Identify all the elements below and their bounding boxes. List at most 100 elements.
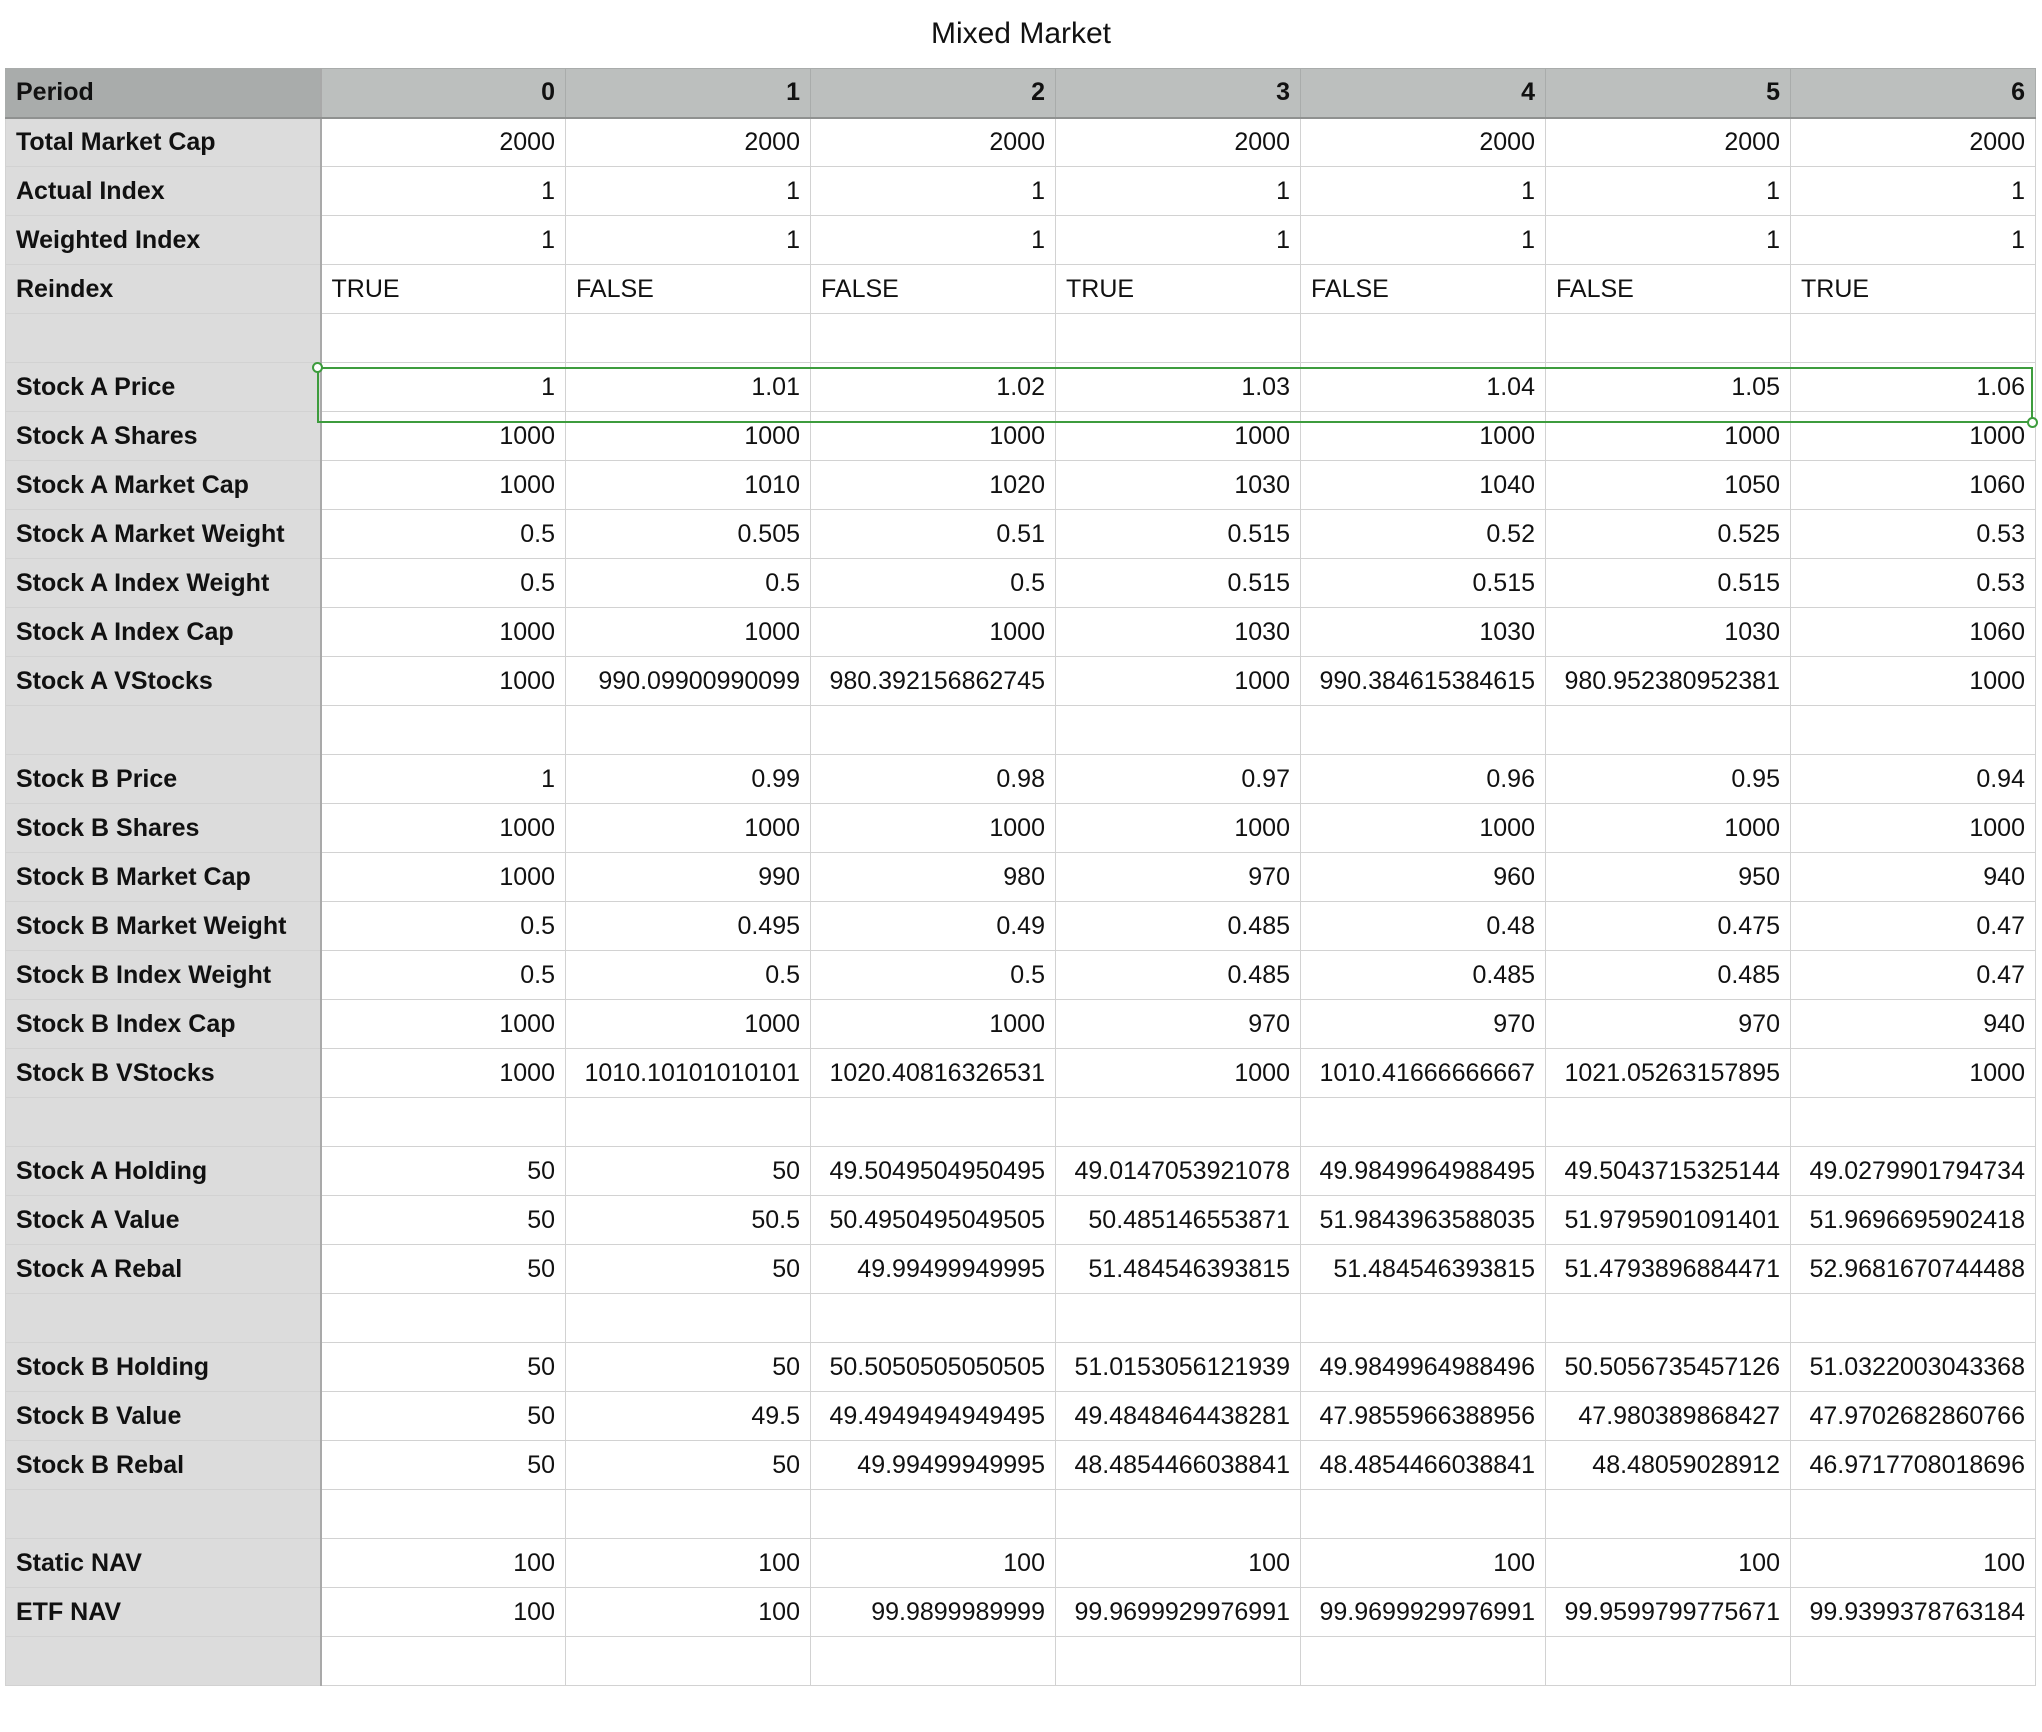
data-cell[interactable]: 1000 (1790, 411, 2036, 461)
data-cell[interactable]: 1000 (810, 607, 1056, 657)
data-cell[interactable]: 990 (565, 852, 811, 902)
data-cell[interactable]: 1 (565, 215, 811, 265)
row-label-cell[interactable]: Stock B Market Weight (5, 901, 322, 951)
data-cell[interactable]: 0.5 (565, 558, 811, 608)
data-cell[interactable]: 0.48 (1300, 901, 1546, 951)
data-cell[interactable] (1790, 1636, 2036, 1686)
data-cell[interactable]: 0.99 (565, 754, 811, 804)
data-cell[interactable] (1055, 1293, 1301, 1343)
data-cell[interactable]: 0.5 (320, 558, 566, 608)
data-cell[interactable]: 1000 (320, 607, 566, 657)
row-label-cell[interactable]: Stock A Index Cap (5, 607, 322, 657)
data-cell[interactable]: 2000 (1300, 117, 1546, 167)
data-cell[interactable]: 1010.10101010101 (565, 1048, 811, 1098)
data-cell[interactable]: 970 (1545, 999, 1791, 1049)
data-cell[interactable] (1300, 313, 1546, 363)
row-label-cell[interactable]: Stock A Rebal (5, 1244, 322, 1294)
data-cell[interactable]: 990.384615384615 (1300, 656, 1546, 706)
data-cell[interactable] (1545, 705, 1791, 755)
data-cell[interactable]: 0.485 (1055, 950, 1301, 1000)
data-cell[interactable]: 960 (1300, 852, 1546, 902)
data-cell[interactable]: 2000 (320, 117, 566, 167)
data-cell[interactable]: 46.9717708018696 (1790, 1440, 2036, 1490)
data-cell[interactable]: 2000 (810, 117, 1056, 167)
data-cell[interactable]: 49.0279901794734 (1790, 1146, 2036, 1196)
data-cell[interactable]: 50.5 (565, 1195, 811, 1245)
data-cell[interactable]: FALSE (1300, 264, 1546, 314)
data-cell[interactable]: 1000 (1545, 803, 1791, 853)
data-cell[interactable]: 1030 (1055, 460, 1301, 510)
data-cell[interactable] (565, 1636, 811, 1686)
data-cell[interactable]: 990.09900990099 (565, 656, 811, 706)
data-cell[interactable]: 1000 (1300, 803, 1546, 853)
data-cell[interactable]: 50 (320, 1342, 566, 1392)
data-cell[interactable]: 1000 (1790, 656, 2036, 706)
data-cell[interactable]: 99.9599799775671 (1545, 1587, 1791, 1637)
data-cell[interactable]: 100 (810, 1538, 1056, 1588)
data-cell[interactable]: 100 (1790, 1538, 2036, 1588)
data-cell[interactable]: 0.505 (565, 509, 811, 559)
header-cell-period[interactable]: Period (5, 68, 322, 119)
data-cell[interactable]: 0.96 (1300, 754, 1546, 804)
data-cell[interactable]: 0.525 (1545, 509, 1791, 559)
data-cell[interactable]: 1.02 (810, 362, 1056, 412)
header-cell-period-number[interactable]: 6 (1790, 68, 2036, 119)
data-cell[interactable]: 0.515 (1545, 558, 1791, 608)
data-cell[interactable] (320, 1636, 566, 1686)
data-cell[interactable]: 1060 (1790, 460, 2036, 510)
data-cell[interactable]: 0.97 (1055, 754, 1301, 804)
row-label-cell[interactable]: Stock A Holding (5, 1146, 322, 1196)
data-cell[interactable]: TRUE (1790, 264, 2036, 314)
data-cell[interactable]: 49.5 (565, 1391, 811, 1441)
data-cell[interactable]: 50 (565, 1342, 811, 1392)
data-cell[interactable]: 1000 (1790, 1048, 2036, 1098)
data-cell[interactable] (1790, 1097, 2036, 1147)
data-cell[interactable]: 0.5 (320, 950, 566, 1000)
data-cell[interactable]: 1000 (565, 607, 811, 657)
data-cell[interactable]: 0.5 (565, 950, 811, 1000)
data-cell[interactable]: 50 (320, 1440, 566, 1490)
data-cell[interactable] (1055, 1097, 1301, 1147)
data-cell[interactable]: 100 (1300, 1538, 1546, 1588)
data-cell[interactable]: 0.47 (1790, 950, 2036, 1000)
data-cell[interactable]: 0.485 (1055, 901, 1301, 951)
data-cell[interactable] (320, 1097, 566, 1147)
row-label-cell[interactable]: Actual Index (5, 166, 322, 216)
data-cell[interactable]: 1 (1300, 166, 1546, 216)
data-cell[interactable]: TRUE (320, 264, 566, 314)
data-cell[interactable] (810, 1293, 1056, 1343)
row-label-cell[interactable]: Static NAV (5, 1538, 322, 1588)
data-cell[interactable]: 0.515 (1055, 558, 1301, 608)
data-cell[interactable]: 1000 (320, 460, 566, 510)
data-cell[interactable]: 51.9696695902418 (1790, 1195, 2036, 1245)
data-cell[interactable]: 1020 (810, 460, 1056, 510)
data-cell[interactable] (565, 313, 811, 363)
data-cell[interactable] (320, 1293, 566, 1343)
data-cell[interactable] (1790, 705, 2036, 755)
data-cell[interactable] (565, 1097, 811, 1147)
data-cell[interactable]: 1.06 (1790, 362, 2036, 412)
data-cell[interactable]: 1.03 (1055, 362, 1301, 412)
row-label-cell[interactable]: Stock B Shares (5, 803, 322, 853)
data-cell[interactable]: 1000 (565, 411, 811, 461)
row-label-cell[interactable]: Stock B Rebal (5, 1440, 322, 1490)
data-cell[interactable]: 0.5 (320, 901, 566, 951)
data-cell[interactable]: 0.98 (810, 754, 1056, 804)
data-cell[interactable]: 0.94 (1790, 754, 2036, 804)
data-cell[interactable]: 980.952380952381 (1545, 656, 1791, 706)
data-cell[interactable]: 1 (1055, 215, 1301, 265)
data-cell[interactable]: 0.49 (810, 901, 1056, 951)
row-label-cell[interactable]: Weighted Index (5, 215, 322, 265)
data-cell[interactable]: 1 (565, 166, 811, 216)
data-cell[interactable]: 1000 (1055, 1048, 1301, 1098)
data-cell[interactable]: 1 (1790, 215, 2036, 265)
row-label-cell[interactable] (5, 1489, 322, 1539)
data-cell[interactable]: 100 (1545, 1538, 1791, 1588)
data-cell[interactable]: TRUE (1055, 264, 1301, 314)
data-cell[interactable]: 1040 (1300, 460, 1546, 510)
data-cell[interactable]: 0.53 (1790, 558, 2036, 608)
data-cell[interactable] (1790, 1293, 2036, 1343)
data-cell[interactable]: 1.04 (1300, 362, 1546, 412)
row-label-cell[interactable]: Stock A Market Weight (5, 509, 322, 559)
row-label-cell[interactable]: ETF NAV (5, 1587, 322, 1637)
